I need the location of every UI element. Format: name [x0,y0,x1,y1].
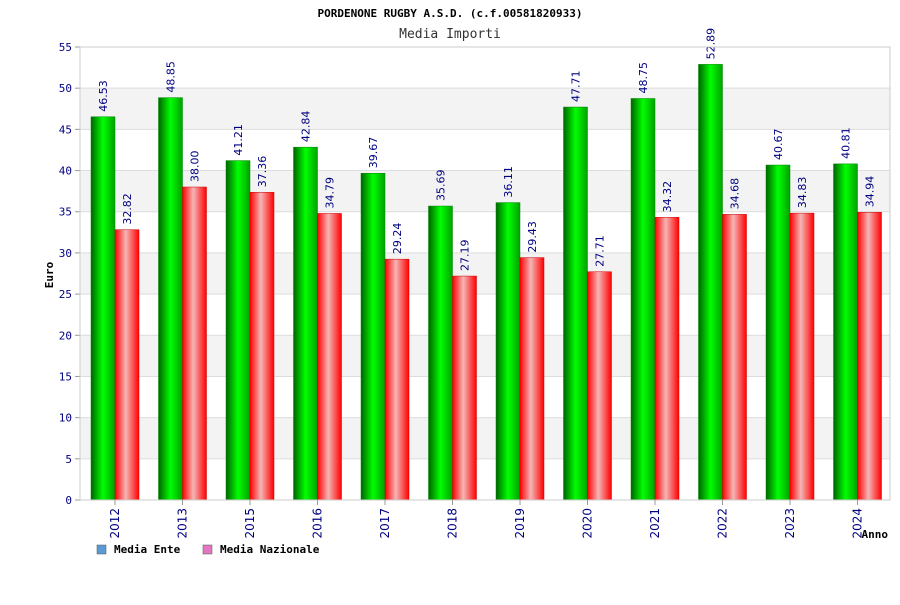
x-tick-label: 2013 [176,508,190,539]
y-tick-label: 50 [59,82,72,95]
x-tick-label: 2018 [446,508,460,539]
y-tick-label: 30 [59,247,72,260]
bar-media-ente [765,164,791,501]
legend-swatch [202,544,213,555]
x-tick-label: 2023 [783,508,797,539]
y-tick-label: 20 [59,329,72,342]
x-tick-label: 2021 [648,508,662,539]
bar-media-nazionale [182,186,207,501]
bar-media-ente [698,64,723,501]
data-label: 29.24 [391,223,404,255]
bar-media-ente [225,160,251,501]
bar-media-nazionale [249,192,275,501]
legend-swatch [96,544,107,555]
data-label: 34.94 [864,176,877,208]
data-label: 32.82 [121,193,134,225]
legend-label: Media Ente [114,543,181,556]
data-label: 35.69 [435,170,448,202]
data-label: 34.79 [324,177,337,209]
legend-label: Media Nazionale [220,543,320,556]
data-label: 36.11 [502,166,515,198]
bar-media-ente [833,163,858,501]
grid-band [80,252,890,295]
data-label: 34.83 [796,177,809,209]
grid-band [80,170,890,212]
grid-band [80,417,890,459]
data-label: 27.19 [459,240,472,272]
bar-media-nazionale [789,212,815,501]
bar-media-nazionale [114,229,140,501]
data-label: 29.43 [526,221,539,253]
chart-title: PORDENONE RUGBY A.S.D. (c.f.00581820933) [318,7,583,20]
y-tick-label: 10 [59,412,72,425]
bar-media-ente [90,116,116,501]
bar-media-ente [563,106,588,501]
legend: Media Ente Media Nazionale [96,543,320,556]
bars-layer [90,64,882,501]
x-tick-label: 2022 [716,508,730,539]
data-label: 38.00 [189,151,202,183]
y-tick-label: 15 [59,370,72,383]
x-tick-label: 2017 [378,508,392,539]
data-label: 40.81 [840,127,853,159]
y-axis-label: Euro [43,261,56,288]
data-label: 42.84 [300,111,313,143]
data-label: 48.75 [637,62,650,94]
bar-media-nazionale [587,271,612,501]
bar-media-ente [293,146,318,501]
y-tick-label: 55 [59,41,72,54]
y-tick-label: 25 [59,288,72,301]
grid-band [80,335,890,377]
x-tick-label: 2012 [108,508,122,539]
data-label: 34.32 [661,181,674,213]
chart-subtitle: Media Importi [399,27,501,42]
bar-media-nazionale [452,275,477,501]
x-tick-label: 2024 [851,508,865,539]
y-tick-label: 35 [59,206,72,219]
data-label: 48.85 [165,61,178,93]
bar-media-ente [158,97,183,501]
x-tick-label: 2020 [581,508,595,539]
bar-media-nazionale [654,217,680,501]
data-label: 37.36 [256,156,269,188]
data-label: 40.67 [772,129,785,161]
bar-media-ente [360,173,386,501]
data-label: 47.71 [570,71,583,103]
x-tick-label: 2016 [311,508,325,539]
data-label: 46.53 [97,80,110,112]
y-tick-label: 5 [65,453,72,466]
data-label: 27.71 [594,235,607,267]
data-labels-layer: 46.53 32.82 48.85 38.00 41.21 37.36 42.84 34.79… [97,28,877,271]
bar-media-nazionale [722,214,747,501]
bar-media-ente [495,202,521,501]
bar-media-ente [630,98,656,501]
bar-media-nazionale [317,213,342,501]
grid-band [80,88,890,130]
bar-media-nazionale [519,257,545,501]
plot-border [79,46,891,501]
data-label: 34.68 [729,178,742,210]
x-tick-label: 2015 [243,508,257,539]
x-axis-label: Anno [862,528,889,541]
axes-layer: 0 5 10 15 20 25 30 35 40 45 50 55 2012 2013 2015 2016 20… [59,41,891,539]
data-label: 39.67 [367,137,380,169]
data-label: 52.89 [705,28,718,60]
y-tick-label: 40 [59,165,72,178]
y-tick-label: 45 [59,123,72,136]
bar-media-nazionale [384,258,410,501]
bar-media-nazionale [857,211,882,501]
bar-media-ente [428,205,453,501]
grid-layer [80,46,890,501]
x-tick-label: 2019 [513,508,527,539]
data-label: 41.21 [232,124,245,156]
y-tick-label: 0 [65,494,72,507]
